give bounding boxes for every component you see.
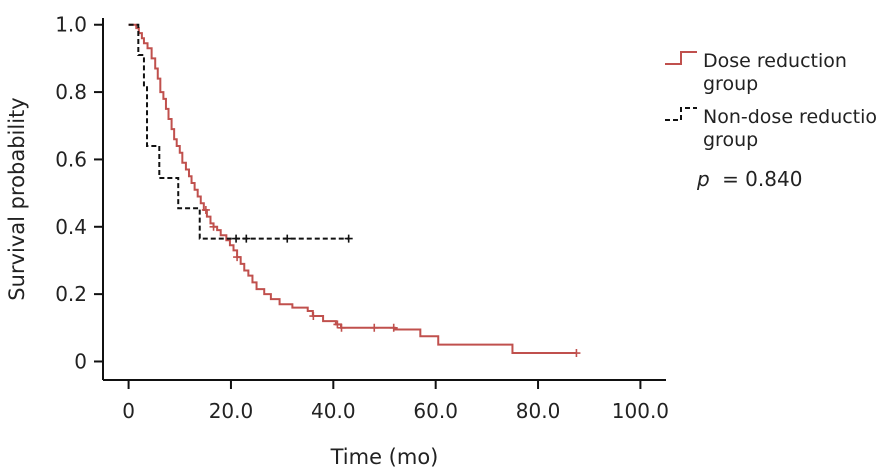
- x-tick-label: 20.0: [209, 399, 254, 423]
- series-layer: [128, 23, 581, 358]
- y-tick-label: 0.6: [55, 147, 87, 171]
- y-tick-label: 0.4: [55, 215, 87, 239]
- y-axis-title: Survival probability: [5, 97, 29, 300]
- legend-item-non-dose-reduction: Non-dose reduction group: [665, 106, 876, 151]
- x-tick-label: 60.0: [413, 399, 458, 423]
- series-line-1: [128, 23, 349, 240]
- x-axis-title: Time (mo): [330, 445, 439, 469]
- censor-mark: [572, 349, 581, 358]
- x-tick-label: 80.0: [516, 399, 561, 423]
- censor-mark: [344, 234, 353, 243]
- y-tick-label: 0.8: [55, 80, 87, 104]
- censor-mark: [232, 234, 241, 243]
- legend-label-non-dose-reduction: Non-dose reduction: [703, 106, 876, 128]
- p-value-annotation: p = 0.840: [696, 167, 802, 191]
- legend-label-non-dose-reduction-line2: group: [703, 129, 758, 151]
- y-tick-label: 0: [74, 349, 87, 373]
- x-tick-label: 100.0: [612, 399, 669, 423]
- censor-mark: [201, 205, 210, 214]
- censor-mark: [370, 323, 379, 332]
- censor-mark: [209, 222, 218, 231]
- censor-mark: [389, 323, 398, 332]
- y-tick-label: 0.2: [55, 282, 87, 306]
- censor-mark: [333, 320, 342, 329]
- p-value: = 0.840: [722, 167, 802, 191]
- x-tick-label: 0: [122, 399, 135, 423]
- censor-mark: [309, 312, 318, 321]
- y-tick-label: 1.0: [55, 13, 87, 37]
- legend-label-dose-reduction-line2: group: [703, 73, 758, 95]
- p-symbol: p: [696, 167, 710, 191]
- legend-swatch-dose-reduction: [665, 51, 697, 65]
- legend-label-dose-reduction: Dose reduction: [703, 50, 847, 72]
- series-line-0: [128, 23, 577, 355]
- legend-item-dose-reduction: Dose reduction group: [665, 50, 847, 95]
- legend-swatch-non-dose-reduction: [665, 107, 697, 121]
- censor-mark: [233, 253, 242, 262]
- legend: Dose reduction group Non-dose reduction …: [665, 50, 876, 191]
- censor-mark: [337, 323, 346, 332]
- axes: 0 20.0 40.0 60.0 80.0 100.0 0 0.2 0.4 0.6 0.8 1.0: [55, 13, 669, 423]
- x-tick-label: 40.0: [311, 399, 356, 423]
- censor-mark: [283, 234, 292, 243]
- censor-mark: [242, 234, 251, 243]
